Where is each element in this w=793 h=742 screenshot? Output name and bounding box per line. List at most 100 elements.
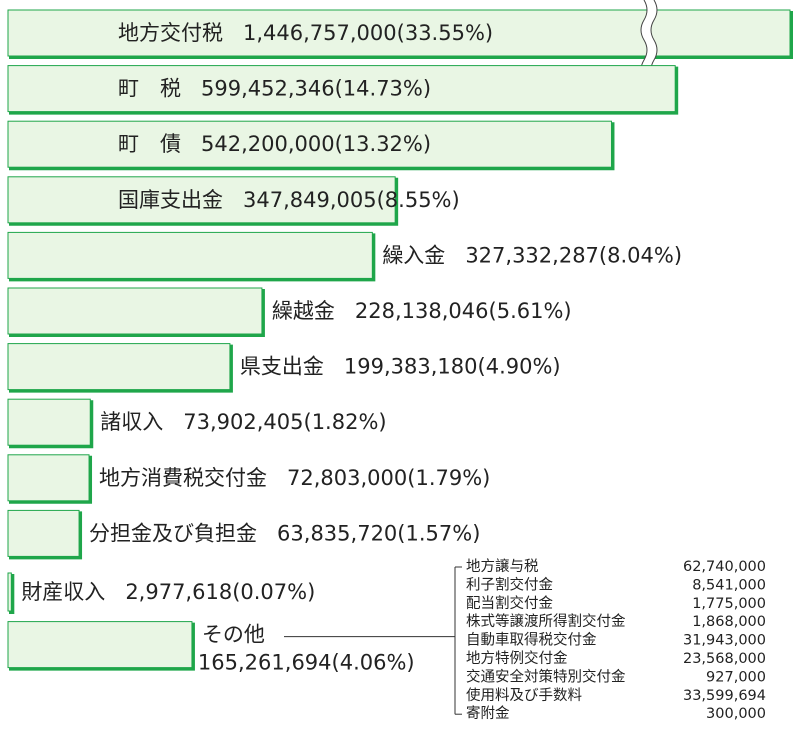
category-label: 地方交付税 — [118, 21, 223, 45]
percent-label: (14.73%) — [335, 77, 431, 101]
bar-label: 繰越金 228,138,046(5.61%) — [272, 299, 572, 323]
breakdown-value: 1,868,000 — [692, 614, 766, 630]
breakdown-value: 23,568,000 — [683, 651, 766, 667]
percent-label: (1.82%) — [304, 410, 387, 434]
percent-label: (13.32%) — [335, 132, 431, 156]
bar-shadow — [9, 289, 265, 337]
bar — [7, 509, 80, 557]
value-label: 72,803,000 — [287, 466, 407, 490]
value-label: 73,902,405 — [183, 410, 303, 434]
value-label: 327,332,287 — [465, 243, 599, 267]
breakdown-name: 寄附金 — [466, 704, 510, 722]
bar-label: 県支出金 199,383,180(4.90%) — [240, 355, 561, 379]
category-label: 分担金及び負担金 — [89, 521, 257, 545]
percent-label: (0.07%) — [232, 580, 315, 604]
bar-label: 町 税 599,452,346(14.73%) — [118, 77, 431, 101]
bar-shadow — [9, 66, 679, 115]
value-label: 1,446,757,000 — [243, 21, 397, 45]
category-label: 繰入金 — [382, 243, 445, 267]
bar — [7, 454, 90, 502]
bar-shadow — [9, 11, 793, 59]
bar-shadow — [9, 574, 15, 614]
bar-group — [7, 398, 94, 449]
category-label: 財産収入 — [21, 580, 105, 604]
bar-shadow — [9, 622, 195, 671]
category-label: その他 — [202, 623, 265, 647]
bar-label: 町 債 542,200,000(13.32%) — [118, 132, 431, 156]
bar — [7, 287, 263, 335]
bar-label: その他 — [202, 623, 265, 647]
percent-label: (1.79%) — [407, 466, 490, 490]
value-label: 63,835,720 — [277, 521, 397, 545]
breakdown-value: 62,740,000 — [683, 559, 766, 575]
breakdown-name: 自動車取得税交付金 — [466, 631, 597, 649]
bar-shadow — [9, 400, 94, 449]
bar-group — [7, 572, 15, 614]
axis-break — [641, 0, 657, 80]
bar-group — [7, 343, 233, 393]
percent-label: (4.90%) — [478, 355, 561, 379]
percent-label: (8.55%) — [377, 188, 460, 212]
bar-group — [7, 120, 615, 171]
bar — [7, 176, 396, 224]
bar-shadow — [9, 344, 233, 393]
bar-group — [7, 231, 376, 282]
breakdown-value: 927,000 — [706, 669, 766, 685]
bar-label: 地方消費税交付金 72,803,000(1.79%) — [99, 466, 490, 490]
bar-shadow — [9, 511, 83, 560]
bar-label: 繰入金 327,332,287(8.04%) — [382, 243, 682, 267]
category-label: 地方消費税交付金 — [99, 466, 267, 490]
value-label: 599,452,346 — [201, 77, 335, 101]
bar-group — [7, 176, 399, 226]
bar-group — [7, 65, 679, 115]
bar-group — [7, 287, 265, 337]
percent-label: (4.06%) — [332, 651, 415, 675]
bar — [7, 343, 231, 391]
bar-label: 諸収入 73,902,405(1.82%) — [100, 410, 386, 434]
bar — [7, 9, 791, 57]
percent-label: (33.55%) — [397, 21, 493, 45]
breakdown-name: 株式等譲渡所得割交付金 — [466, 612, 626, 630]
category-label: 繰越金 — [272, 299, 335, 323]
value-label: 347,849,005 — [243, 188, 377, 212]
bar-label: 国庫支出金 347,849,005(8.55%) — [118, 188, 460, 212]
breakdown-name: 配当割交付金 — [466, 594, 553, 612]
bar-shadow — [9, 177, 399, 226]
category-label: 県支出金 — [240, 355, 324, 379]
value-label: 199,383,180 — [344, 355, 478, 379]
breakdown-name: 利子割交付金 — [466, 575, 553, 593]
breakdown-value: 8,541,000 — [692, 577, 766, 593]
value-label: 228,138,046 — [355, 299, 489, 323]
breakdown-value: 1,775,000 — [692, 596, 766, 612]
breakdown-value: 31,943,000 — [683, 633, 766, 649]
percent-label: (8.04%) — [599, 243, 682, 267]
category-label: 町 税 — [118, 77, 181, 101]
value-label: 165,261,694 — [198, 651, 332, 675]
bar-group — [7, 454, 93, 504]
breakdown-name: 地方譲与税 — [466, 558, 539, 575]
breakdown-value: 300,000 — [706, 706, 766, 722]
bar — [7, 231, 373, 279]
bar — [7, 572, 12, 612]
bar — [7, 120, 612, 168]
bar-group — [7, 509, 83, 560]
percent-label: (5.61%) — [489, 299, 572, 323]
breakdown-name: 地方特例交付金 — [466, 649, 568, 667]
bar-group — [7, 621, 195, 671]
breakdown-name: 使用料及び手数料 — [466, 687, 582, 704]
value-label: 542,200,000 — [201, 132, 335, 156]
bar-shadow — [9, 233, 376, 282]
bar-group — [7, 9, 793, 59]
breakdown-name: 交通安全対策特別交付金 — [466, 667, 626, 685]
category-label: 町 債 — [118, 132, 181, 156]
percent-label: (1.57%) — [397, 521, 480, 545]
bar-label: 分担金及び負担金 63,835,720(1.57%) — [89, 521, 480, 545]
bar-shadow — [9, 122, 615, 171]
value-label: 2,977,618 — [125, 580, 232, 604]
breakdown-value: 33,599,694 — [683, 688, 766, 704]
bar-label: 地方交付税 1,446,757,000(33.55%) — [118, 21, 493, 45]
category-label: 諸収入 — [100, 410, 163, 434]
bar-shadow — [9, 455, 93, 504]
bar-label: 財産収入 2,977,618(0.07%) — [21, 580, 315, 604]
